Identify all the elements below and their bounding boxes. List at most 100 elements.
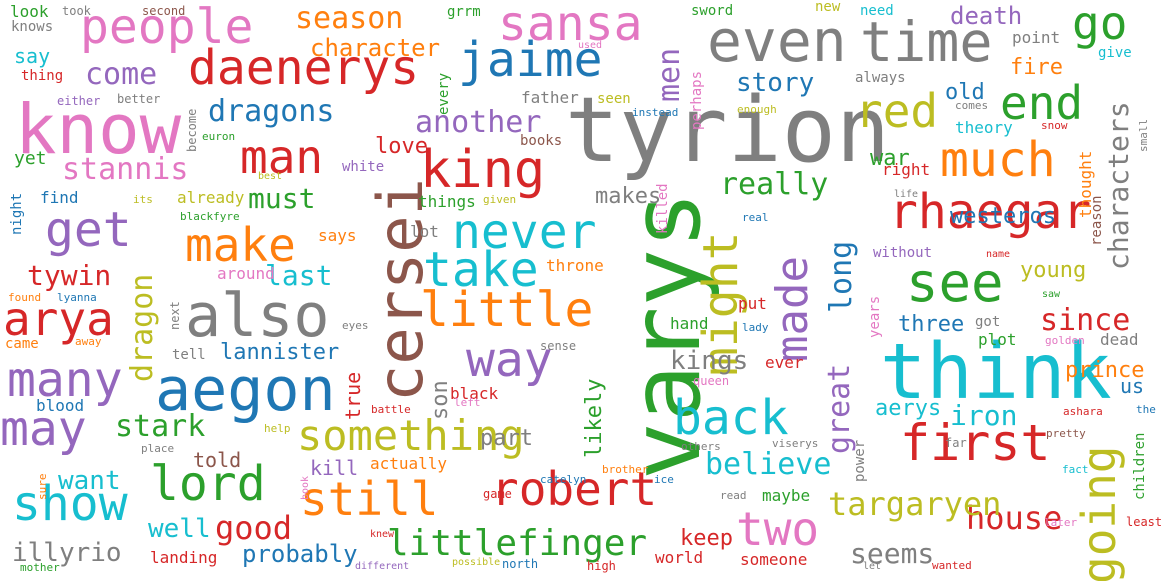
word-sword: sword [691,3,734,19]
word-theory: theory [955,118,1013,137]
word-men: men [652,47,687,102]
word-snow: snow [1041,119,1068,132]
word-lady: lady [742,321,769,334]
word-think: think [880,328,1112,417]
word-illyrio: illyrio [12,538,122,568]
word-children: children [1132,432,1148,500]
word-three: three [898,312,965,337]
word-rhaegar: rhaegar [889,184,1092,240]
word-instead: instead [632,106,679,119]
word-people: people [80,0,254,55]
word-actually: actually [370,454,448,473]
word-arya: arya [3,292,114,346]
word-targaryen: targaryen [828,485,1002,523]
word-may: may [0,401,87,457]
word-red: red [855,84,939,138]
word-back: back [673,390,789,446]
word-next: next [168,301,182,330]
word-things: things [418,192,476,211]
word-without: without [873,245,933,261]
word-little: little [420,282,594,338]
word-place: place [141,442,175,455]
word-plot: plot [978,330,1017,349]
word-yet: yet [14,148,47,169]
word-jaime: jaime [458,32,603,88]
word-black: black [450,384,499,403]
word-new: new [815,0,841,15]
word-read: read [720,489,747,502]
word-old: old [945,80,985,105]
word-probably: probably [242,540,358,568]
word-someone: someone [740,550,808,569]
word-westeros: westeros [950,204,1056,229]
word-sansa: sansa [498,0,643,52]
word-blood: blood [36,396,85,415]
word-still: still [300,472,439,526]
word-got: got [975,314,1001,330]
word-different: different [355,561,410,572]
word-best: best [258,171,283,182]
word-character: character [310,34,441,62]
word-lannister: lannister [220,340,340,365]
word-later: later [1044,516,1078,529]
word-queen: queen [693,374,730,388]
word-characters: characters [1102,101,1135,270]
word-makes: makes [595,184,662,209]
word-wanted: wanted [932,559,972,572]
word-stark: stark [115,409,206,444]
word-keep: keep [680,526,733,551]
word-ice: ice [654,473,674,486]
word-get: get [45,202,132,258]
word-seems: seems [850,537,935,570]
word-father: father [521,88,579,107]
word-must: must [248,182,316,215]
word-came: came [5,336,39,352]
word-season: season [295,1,404,36]
word-believe: believe [705,447,832,482]
word-north: north [502,557,539,571]
word-robert: robert [491,462,658,516]
word-king: king [420,140,546,200]
word-tell: tell [172,347,206,363]
word-reason: reason [1089,195,1105,246]
word-the: the [1136,403,1156,416]
word-us: us [1120,374,1145,398]
word-since: since [1040,303,1131,338]
word-pretty: pretty [1046,427,1086,440]
word-say: say [14,44,51,68]
word-game: game [483,487,512,501]
word-either: either [57,94,101,108]
word-high: high [587,559,616,573]
word-every: every [436,72,452,115]
word-maybe: maybe [762,486,811,505]
word-way: way [466,332,553,388]
word-throne: throne [546,256,604,275]
word-least: least [1126,515,1163,529]
word-fire: fire [1010,55,1063,80]
word-help: help [264,422,291,435]
word-tywin: tywin [27,259,112,292]
word-lot: lot [410,222,439,241]
word-find: find [40,188,79,207]
word-possible: possible [452,557,501,568]
word-knows: knows [11,19,54,35]
word-much: much [940,132,1056,188]
word-give: give [1098,45,1132,61]
word-love: love [375,134,428,159]
word-even: even [707,7,847,75]
word-house: house [966,499,1063,537]
word-put: put [738,294,767,313]
word-show: show [12,476,128,532]
word-aerys: aerys [875,396,942,421]
word-look: look [10,2,49,21]
word-books: books [520,133,563,149]
word-war: war [870,146,910,171]
word-aegon: aegon [155,355,336,425]
word-catelyn: catelyn [540,473,587,486]
word-landing: landing [150,548,218,567]
word-likely: likely [582,378,607,458]
word-well: well [148,514,211,544]
word-left: left [454,396,481,409]
word-eyes: eyes [342,319,369,332]
word-viserys: viserys [772,437,819,450]
